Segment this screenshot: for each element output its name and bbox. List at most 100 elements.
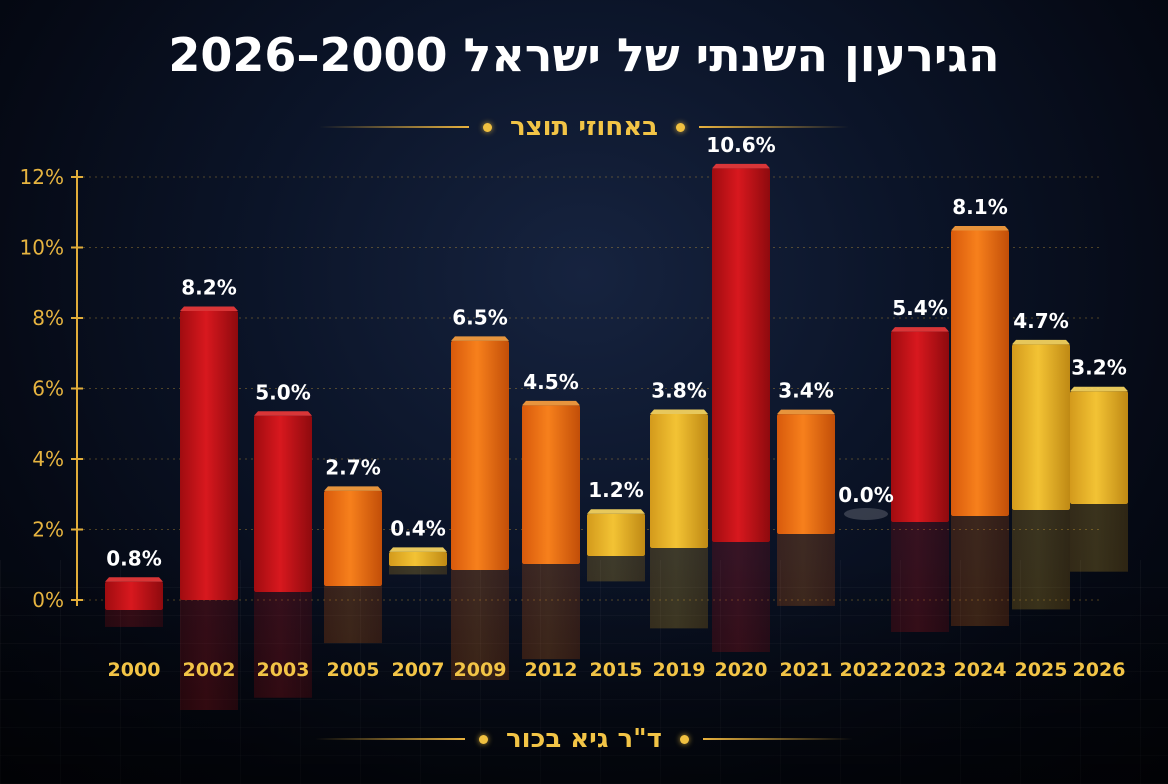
value-label: 0.8% bbox=[106, 546, 161, 570]
reflection-layer bbox=[105, 504, 1128, 710]
value-label: 3.4% bbox=[778, 379, 833, 403]
bar-reflection bbox=[712, 542, 770, 652]
bar-reflection bbox=[1070, 504, 1128, 572]
label-layer: 0.8% 2000 8.2% 2002 5.0% 2003 2.7% 2005 0.4% 2007… bbox=[106, 133, 1126, 681]
y-tick-label: 6% bbox=[32, 377, 64, 401]
x-tick-label: 2019 bbox=[653, 659, 706, 681]
x-tick-label: 2007 bbox=[392, 659, 445, 681]
bar-reflection bbox=[180, 600, 238, 710]
bar-2003 bbox=[254, 415, 312, 592]
x-tick-label: 2015 bbox=[590, 659, 643, 681]
y-tick-label: 2% bbox=[32, 518, 64, 542]
bar-reflection bbox=[1012, 510, 1070, 610]
x-tick-label: 2023 bbox=[894, 659, 947, 681]
bar-2021 bbox=[777, 414, 835, 534]
bar-layer bbox=[105, 163, 1128, 610]
value-label: 0.4% bbox=[390, 516, 445, 540]
bar-2019 bbox=[650, 414, 708, 548]
x-tick-label: 2022 bbox=[840, 659, 893, 681]
subtitle-left-line bbox=[318, 126, 469, 128]
bar-reflection bbox=[324, 586, 382, 644]
bar-reflection bbox=[777, 534, 835, 606]
bar-reflection bbox=[105, 610, 163, 627]
value-label: 8.1% bbox=[952, 195, 1007, 219]
bar-cap bbox=[105, 577, 163, 582]
author-name: ד"ר גיא בכור bbox=[506, 724, 662, 754]
bar-2005 bbox=[324, 490, 382, 586]
bar-2009 bbox=[451, 340, 509, 570]
x-tick-label: 2024 bbox=[954, 659, 1007, 681]
value-label: 4.7% bbox=[1013, 309, 1068, 333]
value-label: 1.2% bbox=[588, 478, 643, 502]
x-tick-label: 2026 bbox=[1073, 659, 1126, 681]
bar-cap bbox=[522, 400, 580, 406]
x-tick-label: 2002 bbox=[183, 659, 236, 681]
x-tick-label: 2025 bbox=[1015, 659, 1068, 681]
author-row: ד"ר גיא בכור bbox=[0, 724, 1168, 754]
author-left-dot bbox=[479, 734, 489, 744]
bar-reflection bbox=[254, 592, 312, 698]
x-tick-label: 2005 bbox=[327, 659, 380, 681]
chart-subtitle: באחוזי תוצר bbox=[509, 112, 658, 142]
x-tick-label: 2000 bbox=[108, 659, 161, 681]
bar-2024 bbox=[951, 230, 1009, 516]
value-label: 5.4% bbox=[892, 296, 947, 320]
x-tick-label: 2009 bbox=[454, 659, 507, 681]
bar-reflection bbox=[451, 570, 509, 680]
bar-cap bbox=[254, 411, 312, 416]
x-tick-label: 2012 bbox=[525, 659, 578, 681]
bar-reflection bbox=[587, 556, 645, 582]
bar-2020 bbox=[712, 168, 770, 542]
bar-2023 bbox=[891, 331, 949, 522]
bar-reflection bbox=[891, 522, 949, 632]
subtitle-left-dot bbox=[482, 122, 492, 132]
y-tick-label: 8% bbox=[32, 306, 64, 330]
bar-2025 bbox=[1012, 344, 1070, 510]
chart-title: הגירעון השנתי של ישראל 2000–2026 bbox=[168, 28, 1000, 82]
y-tick-label: 0% bbox=[32, 588, 64, 612]
x-tick-label: 2021 bbox=[780, 659, 833, 681]
bar-2026 bbox=[1070, 391, 1128, 504]
value-label: 8.2% bbox=[181, 275, 236, 299]
bar-2022 bbox=[844, 508, 888, 520]
bar-2007 bbox=[389, 551, 447, 566]
value-label: 0.0% bbox=[838, 483, 893, 507]
subtitle-right-line bbox=[699, 126, 849, 128]
bar-cap bbox=[712, 163, 770, 169]
bar-reflection bbox=[951, 516, 1009, 626]
value-label: 10.6% bbox=[706, 133, 775, 157]
bar-cap bbox=[1012, 339, 1070, 345]
bar-2002 bbox=[180, 310, 238, 600]
x-tick-label: 2020 bbox=[715, 659, 768, 681]
author-left-line bbox=[315, 738, 466, 740]
value-label: 3.8% bbox=[651, 379, 706, 403]
bar-cap bbox=[180, 306, 238, 311]
bar-reflection bbox=[522, 564, 580, 660]
y-tick-label: 10% bbox=[20, 236, 64, 260]
subtitle-row: באחוזי תוצר bbox=[0, 112, 1168, 142]
value-label: 4.5% bbox=[523, 370, 578, 394]
subtitle-right-dot bbox=[676, 122, 685, 132]
y-tick-label: 4% bbox=[32, 447, 64, 471]
value-label: 5.0% bbox=[255, 380, 310, 404]
value-label: 2.7% bbox=[325, 455, 380, 479]
bar-cap bbox=[777, 409, 835, 415]
author-right-dot bbox=[679, 734, 689, 744]
bar-cap bbox=[891, 327, 949, 332]
bar-reflection bbox=[389, 566, 447, 575]
bar-cap bbox=[587, 509, 645, 514]
value-label: 6.5% bbox=[452, 305, 507, 329]
bar-cap bbox=[324, 486, 382, 491]
bar-2015 bbox=[587, 513, 645, 556]
x-tick-label: 2003 bbox=[257, 659, 310, 681]
bar-cap bbox=[1070, 386, 1128, 392]
bar-2000 bbox=[105, 581, 163, 610]
y-tick-label: 12% bbox=[20, 165, 64, 189]
bar-cap bbox=[389, 547, 447, 552]
author-right-line bbox=[702, 738, 853, 740]
value-label: 3.2% bbox=[1071, 356, 1126, 380]
bar-cap bbox=[951, 225, 1009, 231]
bar-cap bbox=[650, 409, 708, 415]
